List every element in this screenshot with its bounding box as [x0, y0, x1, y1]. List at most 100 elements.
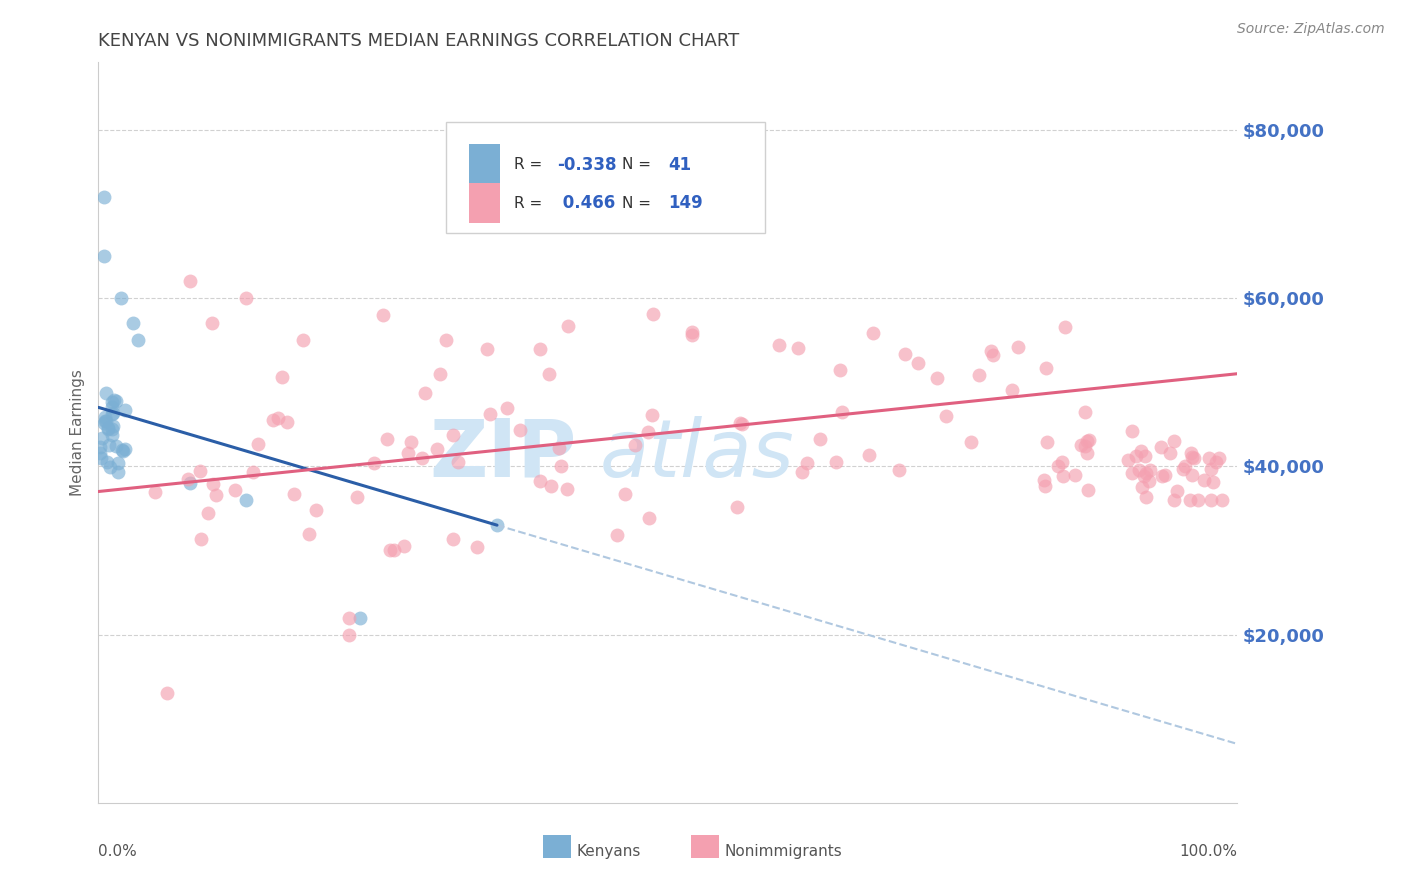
Point — [107, 465, 129, 479]
Point — [89, 446, 111, 460]
Point — [1077, 483, 1099, 497]
Point — [101, 407, 124, 421]
Point — [1133, 449, 1156, 463]
Point — [107, 456, 129, 470]
Point — [858, 449, 880, 463]
Point — [197, 506, 219, 520]
Text: -0.338: -0.338 — [557, 156, 617, 174]
FancyBboxPatch shape — [446, 121, 765, 233]
Point — [1163, 492, 1185, 507]
Point — [246, 437, 269, 451]
Point — [969, 368, 991, 383]
Point — [121, 316, 143, 330]
Point — [1032, 473, 1054, 487]
Point — [101, 422, 124, 436]
Point — [346, 490, 368, 504]
Point — [790, 465, 813, 479]
Point — [1205, 455, 1227, 469]
Point — [426, 442, 449, 456]
Point — [436, 333, 458, 347]
Point — [540, 479, 562, 493]
Point — [177, 472, 200, 486]
Point — [105, 439, 128, 453]
Point — [371, 308, 394, 322]
Point — [1199, 462, 1222, 476]
Point — [114, 403, 136, 417]
Point — [1052, 469, 1074, 483]
Point — [224, 483, 246, 497]
Point — [1121, 425, 1143, 439]
Point — [1054, 319, 1077, 334]
Point — [401, 434, 423, 449]
Point — [1130, 480, 1153, 494]
Point — [382, 543, 405, 558]
Point — [441, 532, 464, 546]
Text: Nonimmigrants: Nonimmigrants — [725, 844, 842, 858]
Point — [907, 356, 929, 370]
Point — [1173, 462, 1195, 476]
Point — [557, 482, 579, 496]
Point — [1076, 434, 1098, 448]
Y-axis label: Median Earnings: Median Earnings — [70, 369, 86, 496]
Text: 41: 41 — [668, 156, 690, 174]
Point — [638, 511, 661, 525]
Point — [93, 249, 115, 263]
Point — [959, 434, 981, 449]
Point — [465, 540, 488, 554]
Text: R =: R = — [515, 157, 547, 172]
Point — [980, 343, 1002, 358]
Point — [111, 442, 134, 457]
Point — [1050, 455, 1073, 469]
Point — [96, 455, 118, 469]
Point — [1007, 340, 1029, 354]
Point — [1135, 490, 1157, 504]
Point — [681, 325, 703, 339]
Point — [1047, 459, 1070, 474]
Point — [267, 410, 290, 425]
Point — [1166, 484, 1188, 499]
Point — [1137, 474, 1160, 488]
Point — [262, 413, 284, 427]
Point — [112, 444, 135, 458]
Text: Kenyans: Kenyans — [576, 844, 641, 858]
Point — [127, 333, 149, 347]
Point — [292, 333, 315, 347]
Point — [1187, 492, 1209, 507]
Point — [89, 440, 111, 454]
Point — [529, 342, 551, 356]
Point — [205, 488, 228, 502]
Point — [441, 428, 464, 442]
Point — [1159, 446, 1181, 460]
Point — [495, 401, 517, 415]
Point — [1181, 468, 1204, 483]
Point — [768, 337, 790, 351]
Point — [110, 291, 132, 305]
Text: KENYAN VS NONIMMIGRANTS MEDIAN EARNINGS CORRELATION CHART: KENYAN VS NONIMMIGRANTS MEDIAN EARNINGS … — [98, 32, 740, 50]
Point — [1199, 492, 1222, 507]
Text: ZIP: ZIP — [429, 416, 576, 494]
Point — [1181, 450, 1204, 464]
Text: Source: ZipAtlas.com: Source: ZipAtlas.com — [1237, 22, 1385, 37]
Point — [1178, 492, 1201, 507]
Point — [796, 456, 818, 470]
Point — [1130, 444, 1153, 458]
Point — [641, 408, 664, 422]
Point — [537, 368, 560, 382]
Point — [1135, 466, 1157, 480]
Point — [637, 425, 659, 439]
Point — [623, 438, 645, 452]
Point — [613, 487, 636, 501]
Point — [411, 450, 433, 465]
Point — [1070, 438, 1092, 452]
Point — [681, 328, 703, 343]
Point — [1198, 451, 1220, 466]
Point — [271, 369, 294, 384]
Point — [394, 540, 416, 554]
Point — [1139, 462, 1161, 476]
Text: N =: N = — [623, 157, 657, 172]
Point — [831, 405, 853, 419]
Point — [1033, 479, 1056, 493]
Point — [1000, 384, 1022, 398]
Point — [825, 455, 848, 469]
Point — [478, 407, 501, 421]
